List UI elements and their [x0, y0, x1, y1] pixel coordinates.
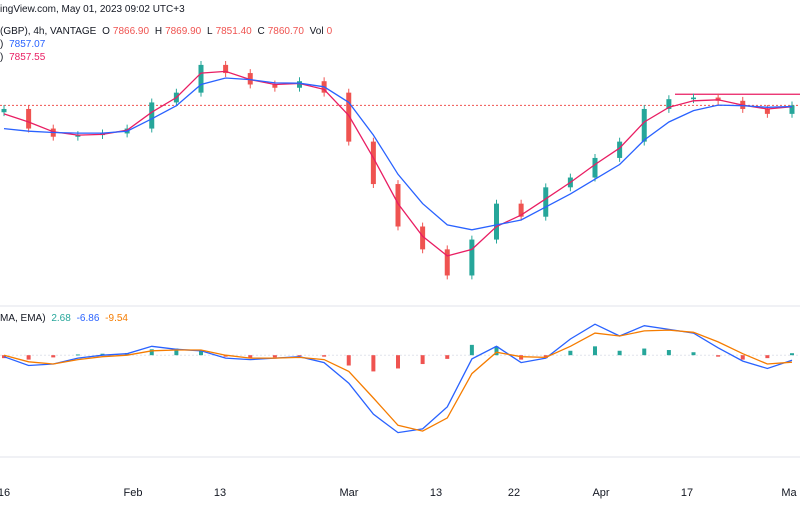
- macd-histogram-bar: [666, 350, 671, 356]
- candle-body: [764, 108, 770, 114]
- candle-body: [223, 64, 229, 74]
- candle-body: [592, 157, 598, 178]
- ma-fast-prefix: ): [0, 52, 4, 63]
- candle-body: [641, 108, 647, 142]
- macd-histogram-bar: [617, 350, 622, 356]
- candle-body: [789, 105, 795, 114]
- candle-body: [444, 249, 450, 276]
- x-tick-label: 22: [507, 487, 521, 499]
- macd-histogram-bar: [100, 353, 105, 356]
- macd-histogram-bar: [371, 355, 376, 372]
- candle-body: [26, 108, 32, 129]
- macd-label: MA, EMA): [0, 313, 46, 324]
- ma-slow-prefix: ): [0, 39, 4, 50]
- candle-body: [691, 97, 696, 100]
- macd-histogram-bar: [765, 355, 770, 359]
- macd-histogram-bar: [593, 346, 597, 356]
- candle-body: [469, 239, 475, 276]
- open-label: O: [102, 26, 110, 37]
- macd-line-value: -6.86: [76, 313, 100, 324]
- macd-hist-value: 2.68: [51, 313, 71, 324]
- macd-histogram-bar: [272, 355, 277, 358]
- macd-histogram-bar: [716, 355, 721, 357]
- ma-slow-line: [3, 77, 793, 231]
- macd-histogram-bar: [519, 355, 524, 360]
- candle-body: [543, 187, 549, 217]
- macd-header: MA, EMA) 2.68 -6.86 -9.54: [0, 313, 131, 324]
- high-value: 7869.90: [165, 26, 202, 37]
- candle-body: [420, 226, 426, 250]
- ma-slow-value: 7857.07: [9, 39, 46, 50]
- x-tick-label: 16: [0, 487, 11, 499]
- ohlc-header: (GBP), 4h, VANTAGE O 7866.90 H 7869.90 L 78…: [0, 26, 335, 37]
- macd-histogram-bar: [396, 355, 400, 369]
- vol-label: Vol: [309, 26, 324, 37]
- macd-histogram-bar: [346, 355, 351, 366]
- ma-fast-value: 7857.55: [9, 52, 46, 63]
- macd-histogram-bar: [51, 355, 56, 358]
- macd-histogram-bar: [174, 348, 179, 356]
- ma-fast-line: [3, 70, 793, 257]
- x-tick-label: 17: [680, 487, 694, 499]
- low-value: 7851.40: [215, 26, 252, 37]
- candle-body: [395, 184, 401, 227]
- macd-histogram-bar: [2, 355, 6, 359]
- symbol-text: (GBP), 4h, VANTAGE: [0, 26, 97, 37]
- candle-body: [494, 203, 499, 240]
- candle-body: [1, 108, 7, 113]
- x-tick-label: Ma: [781, 487, 797, 499]
- x-tick-label: Feb: [123, 487, 143, 499]
- close-value: 7860.70: [267, 26, 304, 37]
- macd-histogram-bar: [149, 349, 154, 356]
- ma-fast-header: ) 7857.55: [0, 52, 48, 63]
- macd-histogram-bar: [469, 344, 474, 356]
- macd-histogram-bar: [75, 354, 80, 356]
- macd-histogram-bar: [691, 352, 696, 356]
- candle-body: [272, 84, 278, 88]
- vol-value: 0: [326, 26, 333, 37]
- candle-body: [75, 135, 81, 137]
- x-tick-label: 13: [429, 487, 443, 499]
- macd-histogram-bar: [420, 355, 425, 365]
- candle-body: [666, 99, 672, 109]
- macd-histogram-bar: [740, 355, 745, 360]
- macd-signal-line: [3, 329, 793, 432]
- open-value: 7866.90: [112, 26, 150, 37]
- candle-body: [149, 102, 155, 129]
- macd-histogram-bar: [199, 350, 203, 356]
- macd-signal-value: -9.54: [105, 313, 128, 324]
- macd-histogram-bar: [223, 355, 228, 357]
- macd-histogram-bar: [494, 346, 499, 356]
- candle-body: [370, 141, 376, 185]
- macd-histogram-bar: [26, 355, 31, 360]
- high-label: H: [154, 26, 163, 37]
- macd-line: [3, 323, 793, 434]
- candle-body: [617, 141, 623, 158]
- x-tick-label: Mar: [339, 487, 359, 499]
- macd-histogram-bar: [790, 353, 794, 356]
- macd-histogram-bar: [568, 350, 573, 356]
- macd-histogram-bar: [297, 355, 302, 357]
- macd-histogram-bar: [642, 348, 647, 356]
- candle-body: [518, 203, 524, 217]
- watermark-text: ingView.com, May 01, 2023 09:02 UTC+3: [0, 4, 185, 15]
- x-tick-label: 13: [213, 487, 227, 499]
- macd-histogram-bar: [248, 355, 253, 359]
- candle-body: [297, 81, 302, 88]
- watermark-header: ingView.com, May 01, 2023 09:02 UTC+3: [0, 4, 188, 15]
- candle-body: [198, 64, 204, 93]
- low-label: L: [207, 26, 213, 37]
- close-label: C: [257, 26, 265, 37]
- x-tick-label: Apr: [592, 487, 610, 499]
- ma-slow-header: ) 7857.07: [0, 39, 48, 50]
- macd-histogram-bar: [445, 355, 450, 359]
- candle-body: [346, 92, 352, 142]
- candle-body: [247, 73, 253, 85]
- macd-histogram-bar: [543, 355, 548, 359]
- macd-histogram-bar: [322, 355, 327, 357]
